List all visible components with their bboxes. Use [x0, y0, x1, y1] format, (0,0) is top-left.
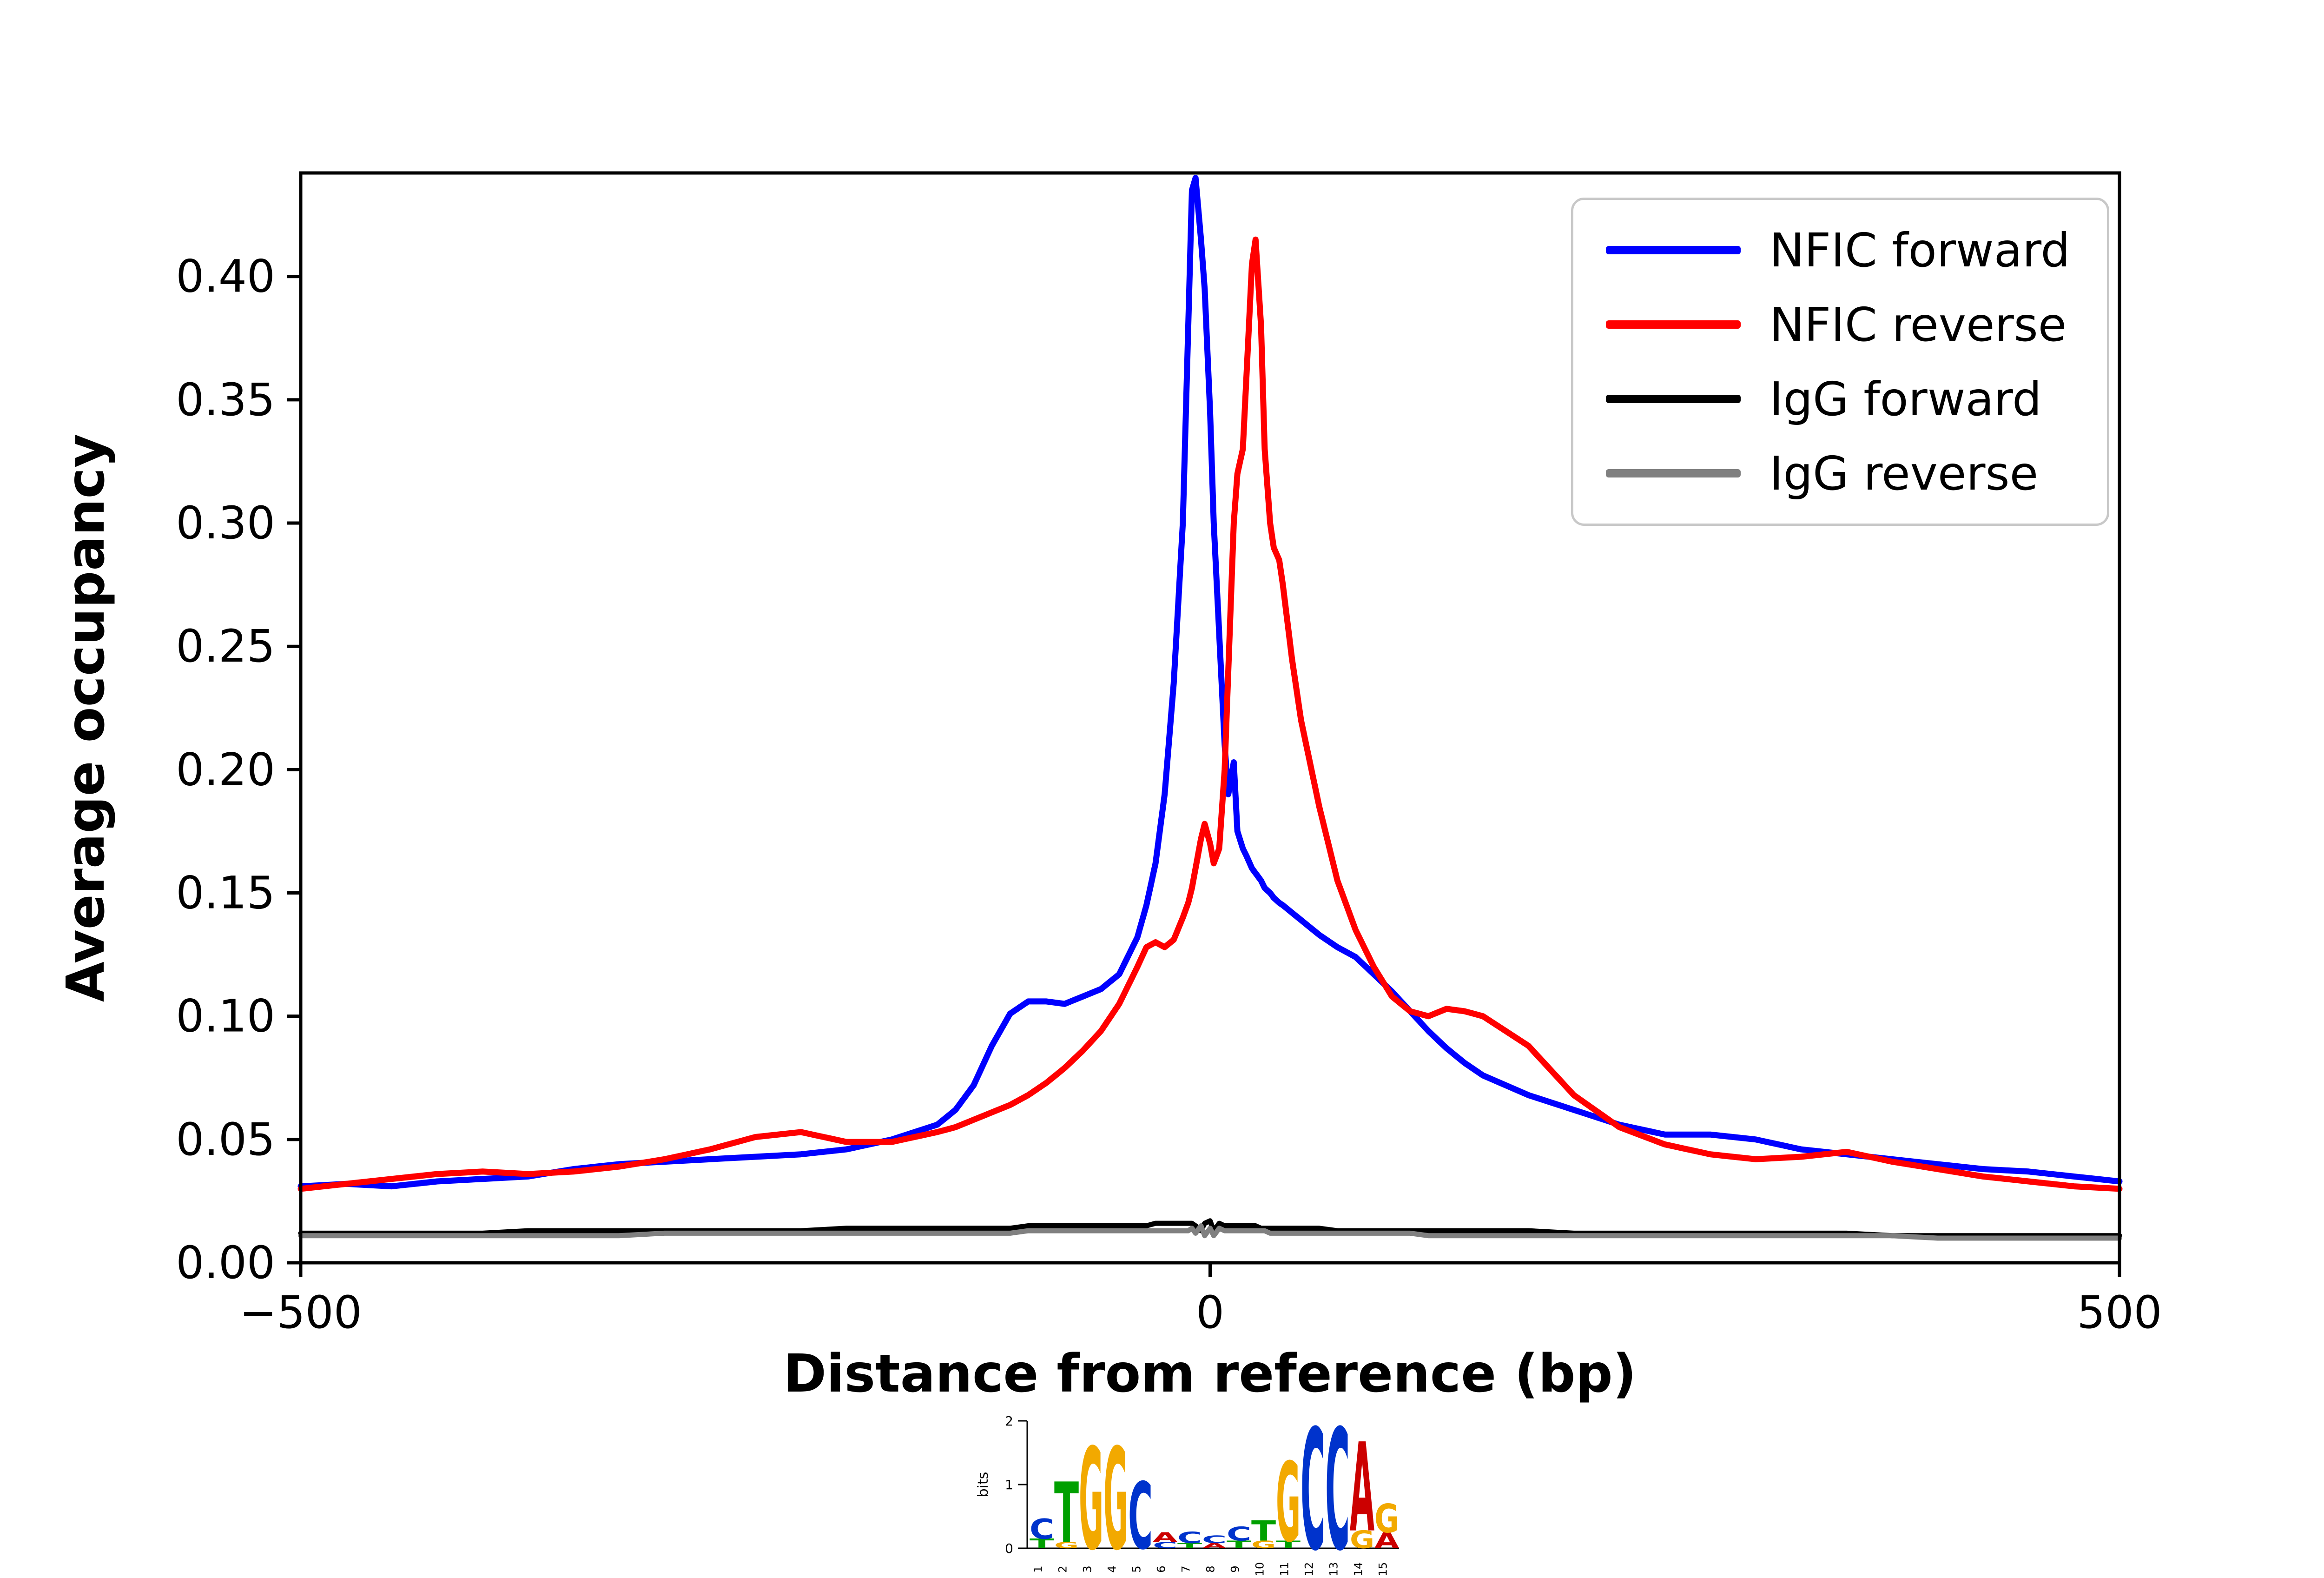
logo-position-label: 13: [1327, 1562, 1340, 1577]
logo-letter-C: C: [1325, 1395, 1350, 1578]
legend-item-igg-reverse: IgG reverse: [1573, 446, 2107, 501]
series-line-nfic-reverse: [297, 236, 2123, 1192]
logo-letter-G: G: [1054, 1540, 1079, 1551]
logo-letter-T: T: [1030, 1536, 1054, 1551]
legend-item-nfic-forward: NFIC forward: [1573, 223, 2107, 278]
legend-item-igg-forward: IgG forward: [1573, 372, 2107, 426]
logo-y-tick-label: 1: [1005, 1477, 1013, 1492]
logo-letter-G: G: [1079, 1419, 1103, 1578]
logo-letter-C: C: [1153, 1540, 1177, 1551]
y-tick-label: 0.25: [176, 620, 275, 672]
logo-letter-T: T: [1054, 1465, 1079, 1561]
logo-bits-label: bits: [975, 1472, 991, 1498]
logo-position-label: 5: [1130, 1565, 1143, 1572]
legend-line-swatch-red: [1606, 320, 1741, 329]
y-tick-label: 0.30: [176, 497, 275, 549]
x-tick-label: 500: [2077, 1286, 2162, 1339]
y-tick-label: 0.20: [176, 743, 275, 796]
y-tick-label: 0.00: [176, 1237, 275, 1289]
logo-position-label: 12: [1303, 1562, 1316, 1577]
logo-letter-A: A: [1374, 1528, 1400, 1553]
logo-position-label: 10: [1254, 1562, 1267, 1577]
legend-label: IgG reverse: [1769, 446, 2039, 501]
x-tick-label: 0: [1196, 1286, 1224, 1339]
legend: NFIC forward NFIC reverse IgG forward Ig…: [1571, 198, 2109, 526]
logo-letter-T: T: [1276, 1538, 1301, 1551]
y-axis-label: Average occupancy: [56, 434, 116, 1002]
logo-letter-T: T: [1177, 1542, 1202, 1550]
logo-position-label: 1: [1032, 1565, 1045, 1572]
x-axis-label: Distance from reference (bp): [783, 1344, 1637, 1404]
logo-letter-T: T: [1251, 1515, 1276, 1548]
logo-position-label: 15: [1377, 1562, 1390, 1577]
logo-position-label: 3: [1081, 1565, 1094, 1572]
logo-letter-A: A: [1202, 1542, 1227, 1550]
legend-label: IgG forward: [1769, 371, 2042, 426]
logo-letter-G: G: [1103, 1419, 1128, 1578]
logo-position-label: 11: [1278, 1562, 1291, 1577]
y-tick-label: 0.40: [176, 251, 275, 303]
logo-position-label: 14: [1352, 1562, 1365, 1577]
legend-label: NFIC reverse: [1769, 297, 2067, 352]
logo-letter-C: C: [1202, 1533, 1227, 1545]
legend-item-nfic-reverse: NFIC reverse: [1573, 298, 2107, 352]
y-tick-label: 0.35: [176, 374, 275, 426]
logo-letter-C: C: [1177, 1529, 1202, 1547]
logo-position-label: 8: [1204, 1565, 1217, 1572]
logo-letter-C: C: [1227, 1523, 1251, 1545]
y-tick-label: 0.05: [176, 1114, 275, 1166]
logo-position-label: 6: [1155, 1565, 1168, 1572]
logo-letter-G: G: [1251, 1538, 1276, 1551]
logo-letter-G: G: [1350, 1526, 1374, 1554]
logo-position-label: 7: [1180, 1565, 1193, 1572]
logo-letter-C: C: [1030, 1513, 1054, 1546]
logo-position-label: 2: [1056, 1565, 1070, 1572]
logo-position-label: 9: [1229, 1565, 1242, 1572]
logo-letter-A: A: [1153, 1530, 1177, 1545]
logo-letter-T: T: [1227, 1538, 1251, 1551]
legend-label: NFIC forward: [1769, 223, 2070, 278]
series-line-igg-forward: [298, 1218, 2122, 1239]
logo-letter-G: G: [1276, 1440, 1301, 1567]
legend-line-swatch-black: [1606, 395, 1741, 403]
logo-y-tick-label: 2: [1005, 1413, 1013, 1429]
series-line-igg-reverse: [298, 1223, 2122, 1241]
logo-y-tick-label: 0: [1005, 1541, 1013, 1556]
logo-letter-G: G: [1374, 1496, 1399, 1542]
logo-position-label: 4: [1106, 1565, 1119, 1572]
y-tick-label: 0.15: [176, 867, 275, 919]
y-tick-label: 0.10: [176, 990, 275, 1042]
logo-letter-A: A: [1350, 1418, 1374, 1559]
x-tick-label: −500: [239, 1286, 362, 1339]
legend-line-swatch-blue: [1606, 246, 1741, 254]
logo-letter-C: C: [1301, 1395, 1325, 1578]
logo-letter-C: C: [1128, 1463, 1153, 1570]
legend-line-swatch-gray: [1606, 469, 1741, 477]
